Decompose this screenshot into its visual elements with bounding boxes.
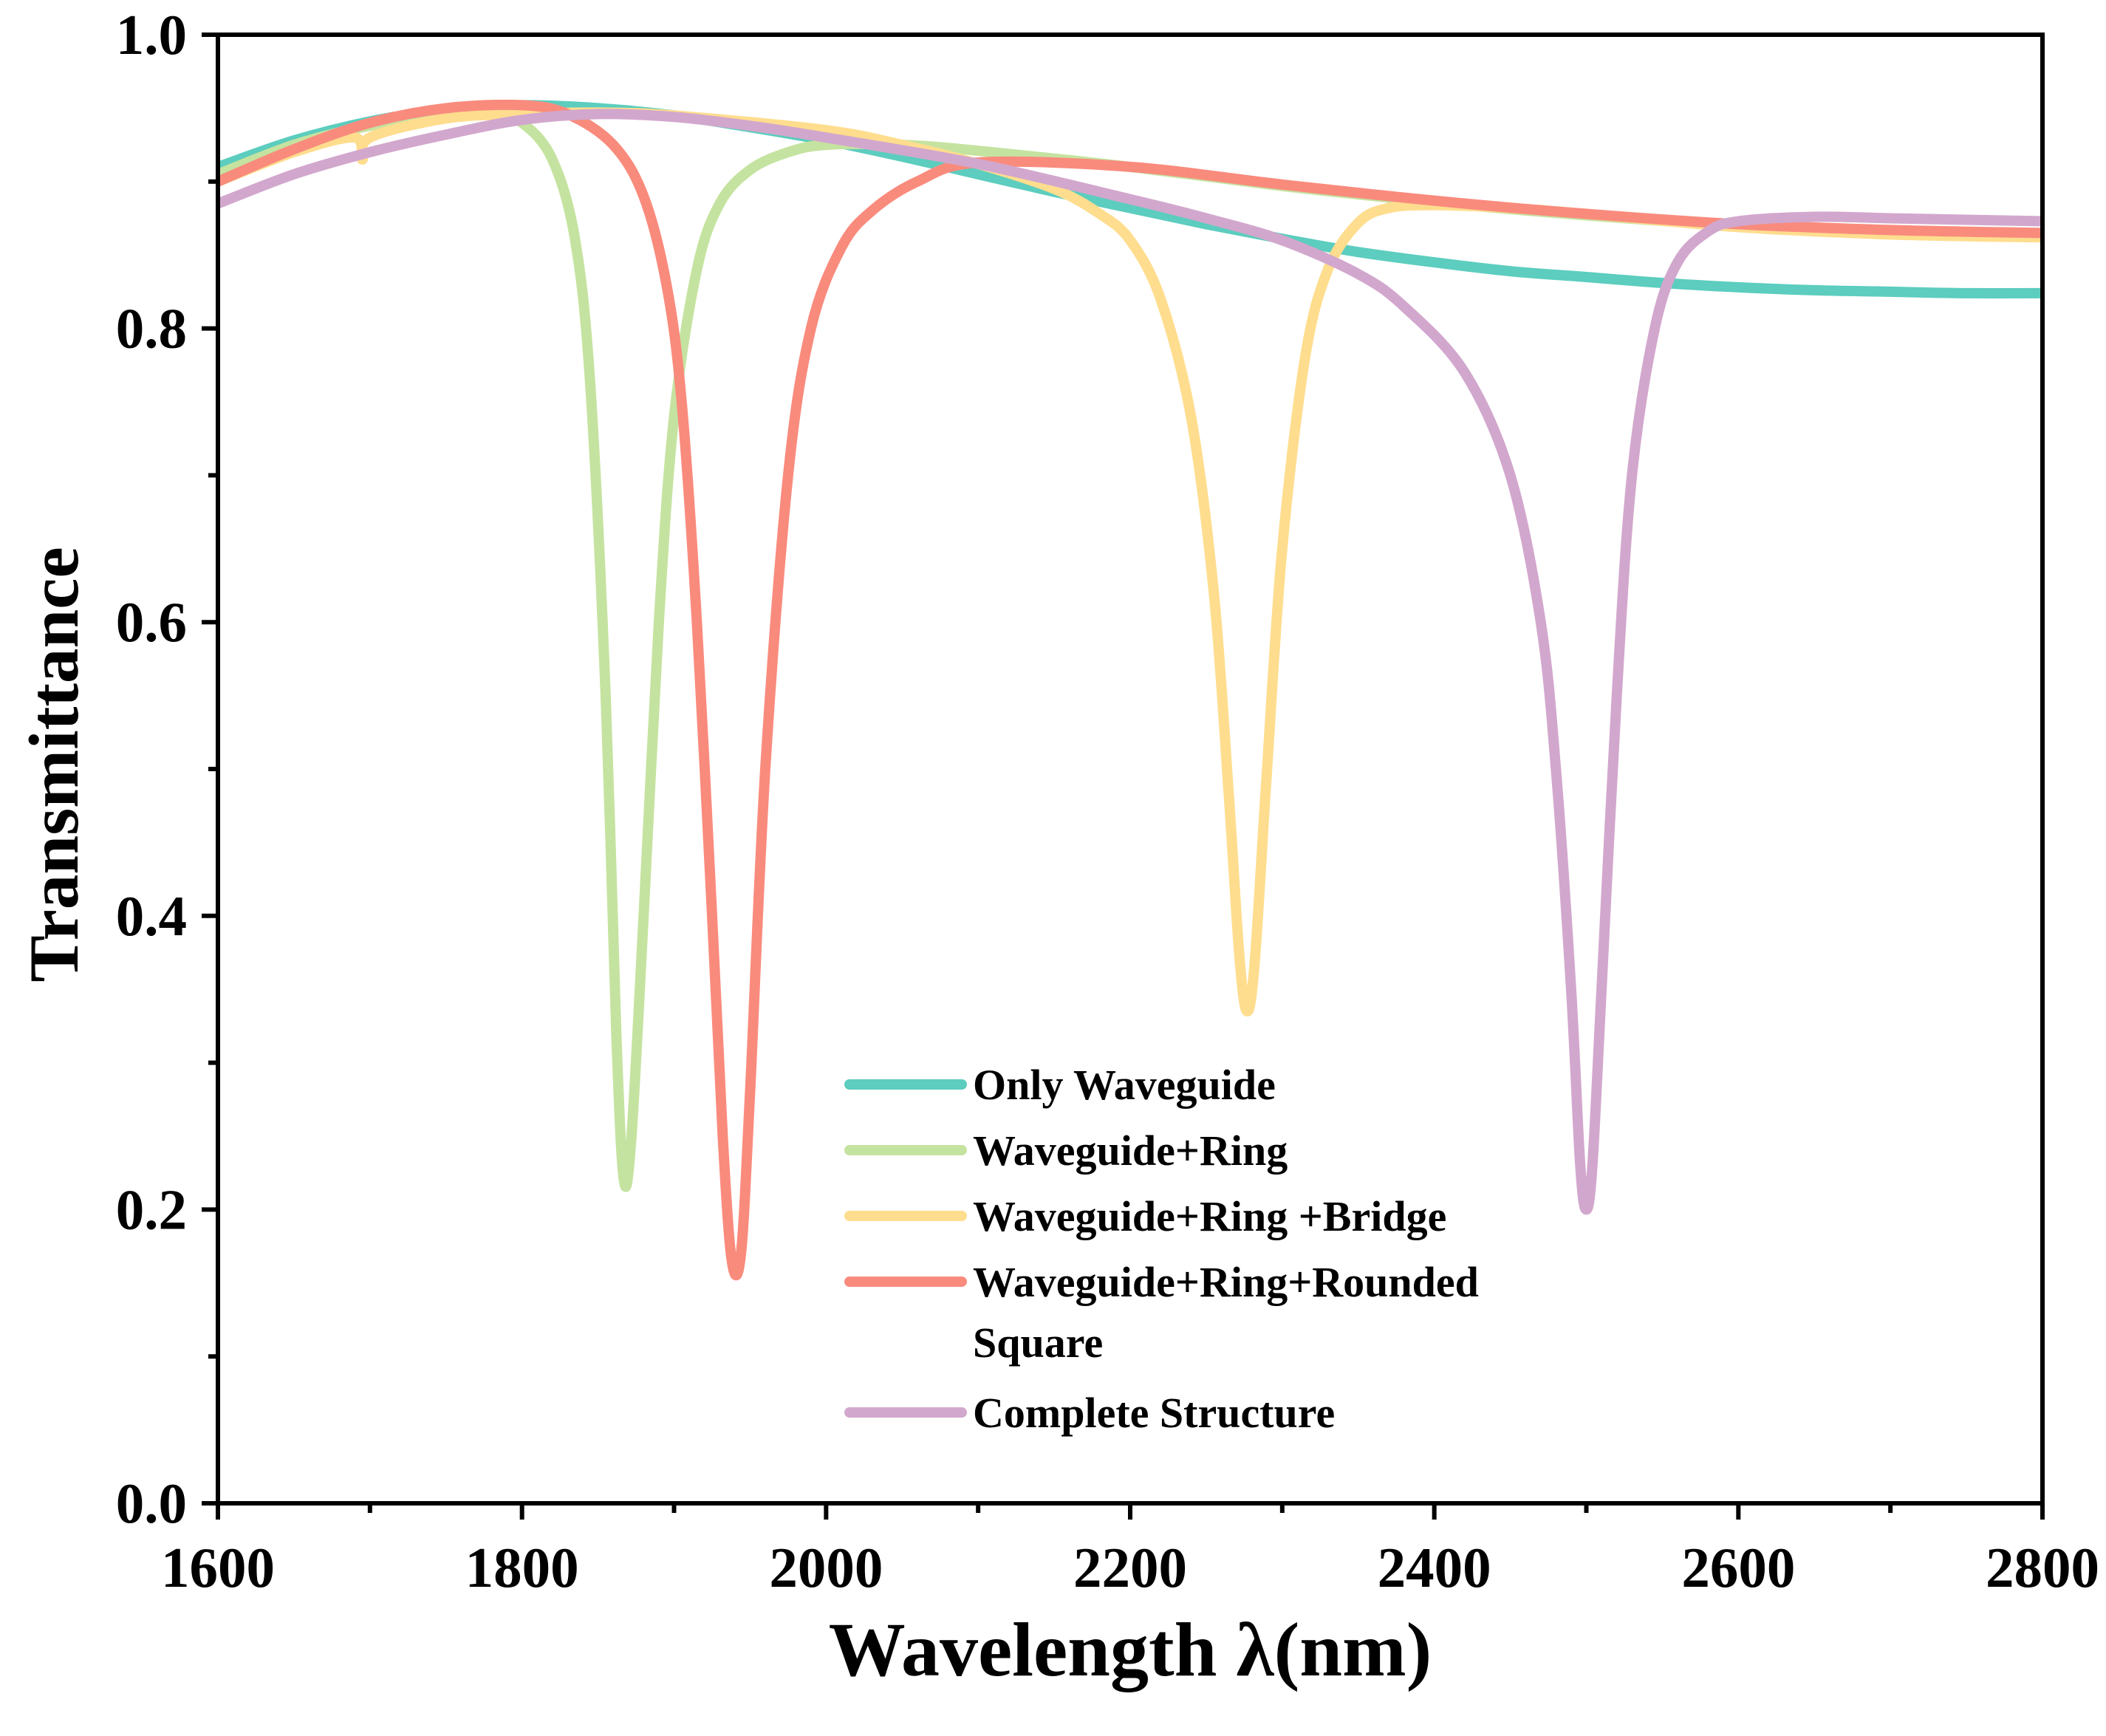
- legend: Only Waveguide Waveguide+Ring Waveguide+Ri…: [844, 1061, 1479, 1437]
- x-tick-label: 2200: [1073, 1536, 1187, 1599]
- axis-layer: 1600 1800 2000 2200 2400 2600 2800 0.0 0.2 0.4 0.6…: [116, 3, 2099, 1599]
- y-tick-label: 1.0: [116, 3, 187, 66]
- y-axis-title: Transmittance: [15, 547, 93, 982]
- x-tick-label: 2400: [1378, 1536, 1491, 1599]
- legend-label: Square: [973, 1319, 1103, 1367]
- legend-item-2: Waveguide+Ring: [844, 1127, 1288, 1175]
- legend-label: Complete Structure: [973, 1389, 1335, 1437]
- legend-label: Waveguide+Ring+Rounded: [973, 1258, 1479, 1306]
- legend-item-1: Only Waveguide: [844, 1061, 1276, 1109]
- legend-label: Waveguide+Ring +Bridge: [973, 1192, 1446, 1240]
- x-tick-label: 1600: [161, 1536, 275, 1599]
- series-line-5: [218, 109, 2042, 1215]
- x-tick-label: 2800: [1986, 1536, 2099, 1599]
- legend-item-5: Complete Structure: [844, 1389, 1335, 1437]
- x-tick-label: 1800: [465, 1536, 579, 1599]
- x-tick-label: 2600: [1681, 1536, 1795, 1599]
- legend-item-3: Waveguide+Ring +Bridge: [844, 1192, 1446, 1240]
- y-tick-label: 0.8: [116, 297, 187, 360]
- y-tick-label: 0.6: [116, 590, 187, 654]
- legend-item-4: Waveguide+Ring+Rounded Square: [844, 1258, 1479, 1367]
- x-axis-title: Wavelength λ(nm): [829, 1607, 1432, 1692]
- series-layer: [218, 99, 2042, 1281]
- x-tick-label: 2000: [769, 1536, 883, 1599]
- y-tick-label: 0.4: [116, 884, 187, 948]
- y-tick-label: 0.0: [116, 1472, 187, 1535]
- legend-label: Waveguide+Ring: [973, 1127, 1288, 1175]
- series-line-4: [218, 99, 2042, 1281]
- y-tick-label: 0.2: [116, 1178, 187, 1241]
- legend-label: Only Waveguide: [973, 1061, 1276, 1109]
